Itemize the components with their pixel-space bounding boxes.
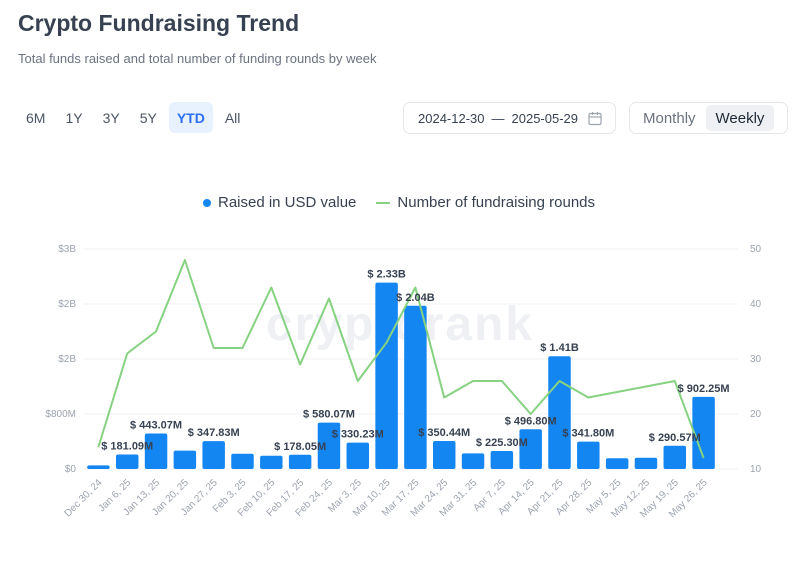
bar-data-label: $ 181.09M	[101, 441, 153, 453]
bar	[663, 445, 687, 469]
bar	[231, 453, 254, 469]
legend-item-raised[interactable]: Raised in USD value	[202, 194, 357, 211]
y-right-tick: 20	[750, 409, 762, 420]
bar	[87, 465, 110, 469]
bar-data-label: $ 330.23M	[332, 429, 384, 441]
bar-data-label: $ 2.04B	[396, 292, 435, 304]
bar	[115, 454, 139, 469]
bar	[260, 455, 283, 469]
rounds-line	[97, 259, 705, 459]
range-button-1y[interactable]: 1Y	[65, 109, 83, 126]
y-right-tick: 40	[750, 299, 762, 310]
period-monthly-button[interactable]: Monthly	[643, 109, 696, 127]
bar	[173, 450, 197, 469]
bar	[317, 422, 341, 469]
bar-data-label: $ 341.80M	[562, 428, 614, 440]
watermark-logo: cryptorank	[266, 298, 534, 351]
bar-data-label: $ 178.05M	[274, 441, 326, 453]
y-right-tick: 50	[750, 244, 762, 255]
legend-label-rounds: Number of fundraising rounds	[397, 194, 595, 211]
bar-data-label: $ 350.44M	[418, 427, 470, 439]
date-range-separator: —	[491, 110, 505, 126]
bar	[634, 457, 658, 469]
y-left-tick: $800M	[45, 409, 76, 420]
legend-label-raised: Raised in USD value	[217, 194, 357, 211]
bar	[144, 433, 168, 469]
bar-data-label: $ 496.80M	[505, 415, 557, 427]
bar-data-label: $ 2.33B	[367, 269, 406, 281]
y-left-tick: $0	[65, 464, 77, 475]
page-title: Crypto Fundraising Trend	[18, 10, 300, 36]
bar-data-label: $ 1.41B	[540, 342, 579, 354]
y-right-tick: 30	[750, 354, 762, 365]
bar	[375, 282, 398, 469]
bar	[461, 453, 485, 469]
date-range-picker[interactable]: 2024-12-30 — 2025-05-29	[403, 102, 616, 134]
y-right-tick: 10	[750, 464, 762, 475]
bar	[490, 450, 514, 469]
range-button-5y[interactable]: 5Y	[139, 109, 157, 126]
bar-data-label: $ 290.57M	[649, 432, 701, 444]
bar	[519, 429, 542, 469]
period-toggle: Monthly Weekly	[629, 102, 788, 134]
calendar-icon[interactable]	[588, 111, 602, 126]
bar	[605, 458, 629, 469]
bar	[577, 441, 600, 469]
legend-dot-icon	[202, 198, 211, 207]
bar	[692, 396, 715, 469]
y-left-tick: $3B	[58, 244, 76, 255]
bar-data-label: $ 443.07M	[130, 420, 182, 432]
date-range-start: 2024-12-30	[418, 110, 485, 126]
page-subtitle: Total funds raised and total number of f…	[18, 51, 377, 66]
legend-line-icon	[376, 201, 391, 204]
bar-data-label: $ 580.07M	[303, 409, 355, 421]
date-range-end: 2025-05-29	[511, 110, 579, 126]
range-button-ytd[interactable]: YTD	[168, 102, 213, 133]
bar	[432, 440, 456, 469]
legend-item-rounds[interactable]: Number of fundraising rounds	[376, 194, 595, 211]
range-button-3y[interactable]: 3Y	[102, 109, 120, 126]
bar	[288, 454, 312, 469]
range-button-all[interactable]: All	[224, 109, 241, 126]
bar	[202, 441, 225, 469]
bar	[346, 442, 370, 469]
range-button-6m[interactable]: 6M	[26, 109, 46, 126]
y-left-tick: $2B	[58, 299, 76, 310]
period-weekly-button[interactable]: Weekly	[705, 105, 775, 131]
y-left-tick: $2B	[58, 354, 76, 365]
bar-data-label: $ 225.30M	[476, 437, 528, 449]
range-selector: 6M 1Y 3Y 5Y YTD All	[18, 102, 252, 133]
bar-data-label: $ 347.83M	[188, 427, 240, 439]
chart-legend: Raised in USD value Number of fundraisin…	[0, 194, 798, 211]
x-tick: Dec 30, 24	[63, 477, 105, 519]
bar-data-label: $ 902.25M	[678, 383, 730, 395]
bar	[548, 356, 571, 469]
bar	[404, 305, 427, 469]
